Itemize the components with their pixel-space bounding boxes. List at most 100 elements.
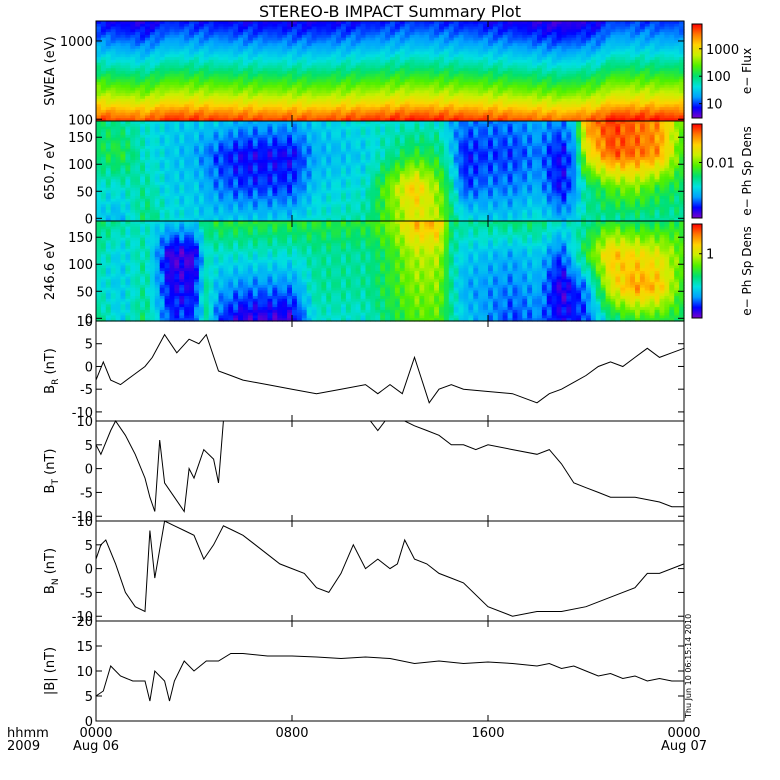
heatmap-cell: [252, 54, 259, 58]
heatmap-cell: [149, 51, 156, 55]
heatmap-cell: [179, 98, 185, 103]
heatmap-cell: [179, 96, 185, 100]
heatmap-cell: [238, 54, 244, 58]
heatmap-cell: [130, 118, 136, 122]
heatmap-cell: [238, 79, 244, 83]
heatmap-cell: [115, 43, 122, 47]
heatmap-cell: [218, 84, 224, 89]
heatmap-cell: [100, 104, 107, 108]
heatmap-cell: [208, 84, 215, 89]
heatmap-cell: [130, 93, 136, 97]
heatmap-cell: [179, 76, 185, 80]
heatmap-cell: [130, 112, 136, 117]
heatmap-cell: [238, 101, 244, 105]
heatmap-cell: [247, 84, 254, 89]
heatmap-cell: [135, 62, 141, 67]
heatmap-cell: [223, 98, 229, 103]
heatmap-cell: [110, 26, 117, 30]
heatmap-cell: [194, 23, 200, 28]
heatmap-cell: [179, 48, 185, 53]
heatmap-cell: [145, 76, 151, 80]
heatmap-cell: [130, 23, 136, 28]
heatmap-cell: [145, 82, 151, 86]
heatmap-cell: [203, 112, 210, 117]
heatmap-cell: [135, 109, 141, 114]
heatmap-cell: [149, 46, 156, 50]
heatmap-cell: [125, 48, 131, 53]
heatmap-cell: [159, 118, 166, 122]
heatmap-cell: [238, 71, 244, 75]
heatmap-cell: [247, 48, 254, 53]
heatmap-cell: [125, 51, 131, 55]
heatmap-cell: [194, 118, 200, 122]
heatmap-cell: [218, 37, 224, 42]
heatmap-cell: [257, 62, 264, 67]
heatmap-cell: [105, 90, 112, 94]
heatmap-cell: [125, 87, 131, 92]
heatmap-cell: [208, 112, 215, 117]
heatmap-cell: [154, 29, 161, 33]
heatmap-cell: [243, 87, 249, 92]
heatmap-cell: [228, 57, 234, 61]
heatmap-cell: [100, 71, 107, 75]
heatmap-cell: [115, 109, 122, 114]
heatmap-cell: [149, 59, 156, 64]
heatmap-cell: [120, 98, 126, 103]
heatmap-cell: [189, 40, 195, 44]
heatmap-cell: [125, 115, 131, 119]
heatmap-cell: [198, 115, 205, 119]
heatmap-cell: [189, 62, 195, 67]
heatmap-cell: [100, 115, 107, 119]
heatmap-cell: [159, 48, 166, 53]
heatmap-cell: [174, 96, 180, 100]
heatmap-cell: [145, 48, 151, 53]
heatmap-cell: [140, 54, 146, 58]
heatmap-cell: [213, 65, 220, 69]
heatmap-cell: [130, 26, 136, 30]
heatmap-cell: [208, 62, 215, 67]
heatmap-cell: [145, 29, 151, 33]
heatmap-cell: [213, 62, 220, 67]
heatmap-cell: [120, 104, 126, 108]
heatmap-cell: [243, 34, 249, 39]
heatmap-cell: [105, 46, 112, 50]
heatmap-cell: [105, 101, 112, 105]
heatmap-cell: [247, 59, 254, 64]
heatmap-cell: [179, 118, 185, 122]
heatmap-cell: [198, 84, 205, 89]
heatmap-cell: [110, 46, 117, 50]
heatmap-cell: [164, 59, 171, 64]
heatmap-cell: [208, 21, 215, 25]
heatmap-cell: [169, 90, 175, 94]
heatmap-cell: [159, 93, 166, 97]
heatmap-cell: [238, 107, 244, 111]
heatmap-cell: [159, 112, 166, 117]
heatmap-cell: [218, 101, 224, 105]
heatmap-cell: [223, 79, 229, 83]
heatmap-cell: [228, 98, 234, 103]
heatmap-cell: [194, 98, 200, 103]
heatmap-cell: [208, 73, 215, 78]
heatmap-cell: [145, 101, 151, 105]
heatmap-cell: [115, 59, 122, 64]
heatmap-cell: [135, 71, 141, 75]
heatmap-cell: [184, 65, 190, 69]
heatmap-cell: [243, 65, 249, 69]
heatmap-cell: [96, 109, 102, 114]
heatmap-cell: [252, 76, 259, 80]
heatmap-cell: [194, 43, 200, 47]
heatmap-cell: [135, 68, 141, 72]
heatmap-cell: [203, 65, 210, 69]
heatmap-cell: [154, 93, 161, 97]
heatmap-cell: [105, 98, 112, 103]
heatmap-cell: [208, 46, 215, 50]
heatmap-cell: [208, 90, 215, 94]
heatmap-cell: [198, 112, 205, 117]
heatmap-cell: [110, 59, 117, 64]
heatmap-cell: [96, 68, 102, 72]
heatmap-cell: [189, 104, 195, 108]
heatmap-cell: [198, 73, 205, 78]
heatmap-cell: [164, 34, 171, 39]
heatmap-cell: [140, 46, 146, 50]
